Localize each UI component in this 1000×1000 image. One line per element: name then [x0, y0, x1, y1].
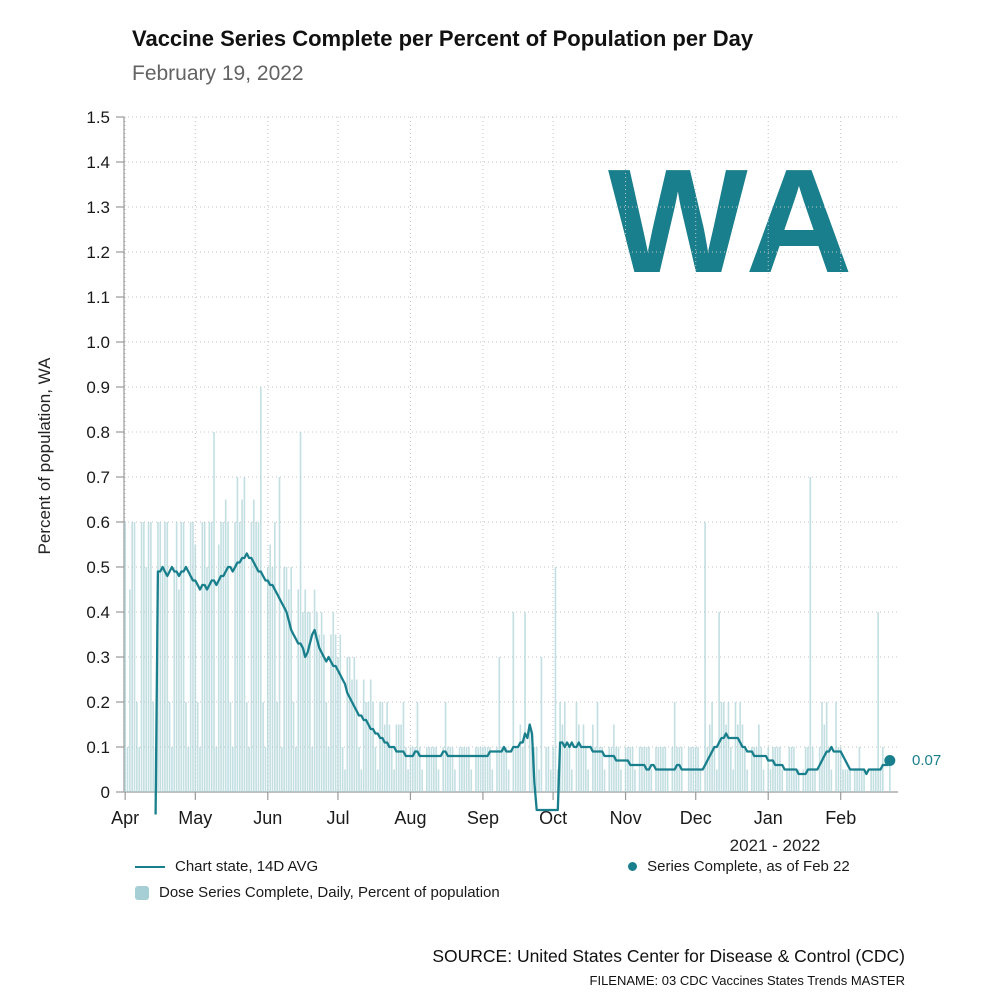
legend-item-dot: Series Complete, as of Feb 22 — [628, 858, 850, 875]
legend-dot-label: Series Complete, as of Feb 22 — [647, 858, 850, 875]
legend-line-label: Chart state, 14D AVG — [175, 858, 319, 875]
state-watermark: WA — [608, 139, 859, 304]
filename-note: FILENAME: 03 CDC Vaccines States Trends … — [589, 973, 905, 988]
page-subtitle: February 19, 2022 — [132, 62, 304, 85]
axes: 0 0.1 0.2 0.3 0.4 0.5 0.6 0.7 0.8 0.9 1.0 1.1 1.2 1.3… — [86, 108, 898, 828]
legend-item-line: Chart state, 14D AVG — [135, 858, 318, 875]
svg-text:1.3: 1.3 — [86, 198, 110, 217]
series-complete-dot — [884, 755, 896, 766]
svg-text:Nov: Nov — [610, 808, 642, 828]
dot-swatch-icon — [628, 862, 638, 871]
svg-text:Jan: Jan — [754, 808, 783, 828]
svg-text:Dec: Dec — [680, 808, 712, 828]
svg-text:Oct: Oct — [539, 808, 567, 828]
svg-text:0: 0 — [101, 783, 110, 802]
source-credit: SOURCE: United States Center for Disease… — [432, 946, 905, 966]
svg-text:0.9: 0.9 — [86, 378, 110, 397]
svg-text:May: May — [178, 808, 212, 828]
svg-text:0.7: 0.7 — [86, 468, 110, 487]
svg-text:0.2: 0.2 — [86, 693, 110, 712]
svg-text:0.4: 0.4 — [86, 603, 110, 622]
svg-text:0.5: 0.5 — [86, 558, 110, 577]
x-axis-title: 2021 - 2022 — [729, 836, 821, 855]
svg-text:1.1: 1.1 — [86, 288, 110, 307]
svg-text:Jun: Jun — [253, 808, 282, 828]
svg-text:1.5: 1.5 — [86, 108, 110, 127]
svg-text:Aug: Aug — [394, 808, 426, 828]
svg-text:0.3: 0.3 — [86, 648, 110, 667]
svg-text:Feb: Feb — [825, 808, 856, 828]
chart-plot: 0 0.1 0.2 0.3 0.4 0.5 0.6 0.7 0.8 0.9 1.0 1.1 1.2 1.3… — [86, 108, 898, 828]
svg-text:1.0: 1.0 — [86, 333, 110, 352]
legend-bar-label: Dose Series Complete, Daily, Percent of … — [159, 884, 500, 901]
svg-text:0.8: 0.8 — [86, 423, 110, 442]
svg-text:Apr: Apr — [111, 808, 139, 828]
chart-legend: Chart state, 14D AVG Series Complete, as… — [135, 858, 915, 910]
svg-text:Jul: Jul — [326, 808, 349, 828]
legend-item-bar: Dose Series Complete, Daily, Percent of … — [135, 884, 500, 901]
page-title: Vaccine Series Complete per Percent of P… — [132, 26, 754, 51]
bar-swatch-icon — [135, 885, 149, 900]
svg-text:Sep: Sep — [467, 808, 499, 828]
svg-text:0.6: 0.6 — [86, 513, 110, 532]
daily-bars-series — [124, 387, 891, 792]
line-swatch-icon — [135, 865, 165, 868]
avg-line-series — [154, 552, 891, 815]
svg-text:1.4: 1.4 — [86, 153, 110, 172]
svg-text:1.2: 1.2 — [86, 243, 110, 262]
final-value-annotation: 0.07 — [912, 752, 942, 769]
svg-text:0.1: 0.1 — [86, 738, 110, 757]
